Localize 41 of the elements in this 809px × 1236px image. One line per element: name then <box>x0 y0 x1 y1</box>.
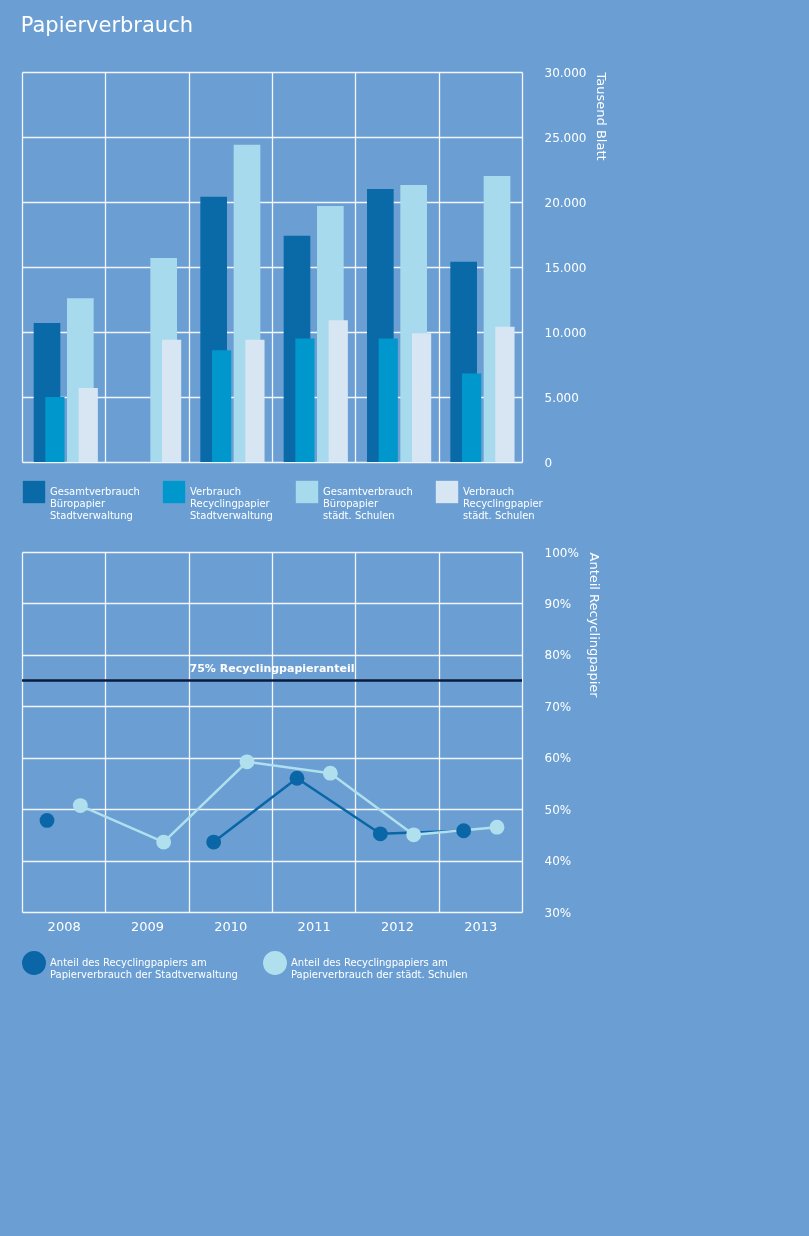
legend-label: Verbrauch Recyclingpapier Stadtverwaltung <box>190 486 273 521</box>
y-tick-label: 30.000 <box>544 65 587 80</box>
y-tick-label: 80% <box>544 648 572 663</box>
y-tick-label: 20.000 <box>544 195 587 210</box>
y-tick-label: 50% <box>544 802 572 817</box>
y-tick-label: 15.000 <box>544 260 587 275</box>
y-tick-label: 70% <box>544 699 572 714</box>
y-tick-label: 30% <box>544 905 572 920</box>
x-tick-label: 2008 <box>47 918 81 934</box>
x-tick-label: 2011 <box>297 918 331 934</box>
bar <box>462 373 482 462</box>
legend-label: Anteil des Recyclingpapiers am Papierverbrauch der Stadtverwaltung <box>50 957 238 980</box>
bar <box>378 338 398 462</box>
bar <box>45 397 65 462</box>
y-tick-label: 100% <box>544 545 579 560</box>
y-axis-title: Anteil Recyclingpapier <box>586 552 602 699</box>
x-tick-label: 2012 <box>380 918 415 934</box>
bar <box>162 339 182 462</box>
y-tick-label: 40% <box>544 854 572 869</box>
bar <box>495 326 515 462</box>
bar <box>412 333 432 462</box>
y-tick-label: 25.000 <box>544 130 587 145</box>
bar <box>328 320 348 462</box>
legend-label: Gesamtverbrauch Büropapier Stadtverwaltung <box>50 486 140 521</box>
legend-label: Gesamtverbrauch Büropapier städt. Schulen <box>323 486 413 521</box>
legend-label: Verbrauch Recyclingpapier städt. Schulen <box>463 486 544 521</box>
y-tick-label: 90% <box>544 596 572 611</box>
bar <box>212 350 232 462</box>
y-tick-label: 5.000 <box>544 390 579 405</box>
bar <box>78 387 98 462</box>
y-tick-label: 60% <box>544 751 572 766</box>
legend-label: Anteil des Recyclingpapiers am Papierverbrauch der städt. Schulen <box>291 957 468 980</box>
bar <box>245 339 265 462</box>
bar <box>295 338 315 462</box>
chart-title: Papierverbrauch <box>20 13 194 37</box>
x-tick-label: 2010 <box>214 918 248 934</box>
y-axis-title: Tausend Blatt <box>594 71 610 161</box>
x-tick-label: 2013 <box>464 918 498 934</box>
x-tick-label: 2009 <box>130 918 165 934</box>
y-tick-label: 0 <box>544 455 553 470</box>
y-tick-label: 10.000 <box>544 325 587 340</box>
